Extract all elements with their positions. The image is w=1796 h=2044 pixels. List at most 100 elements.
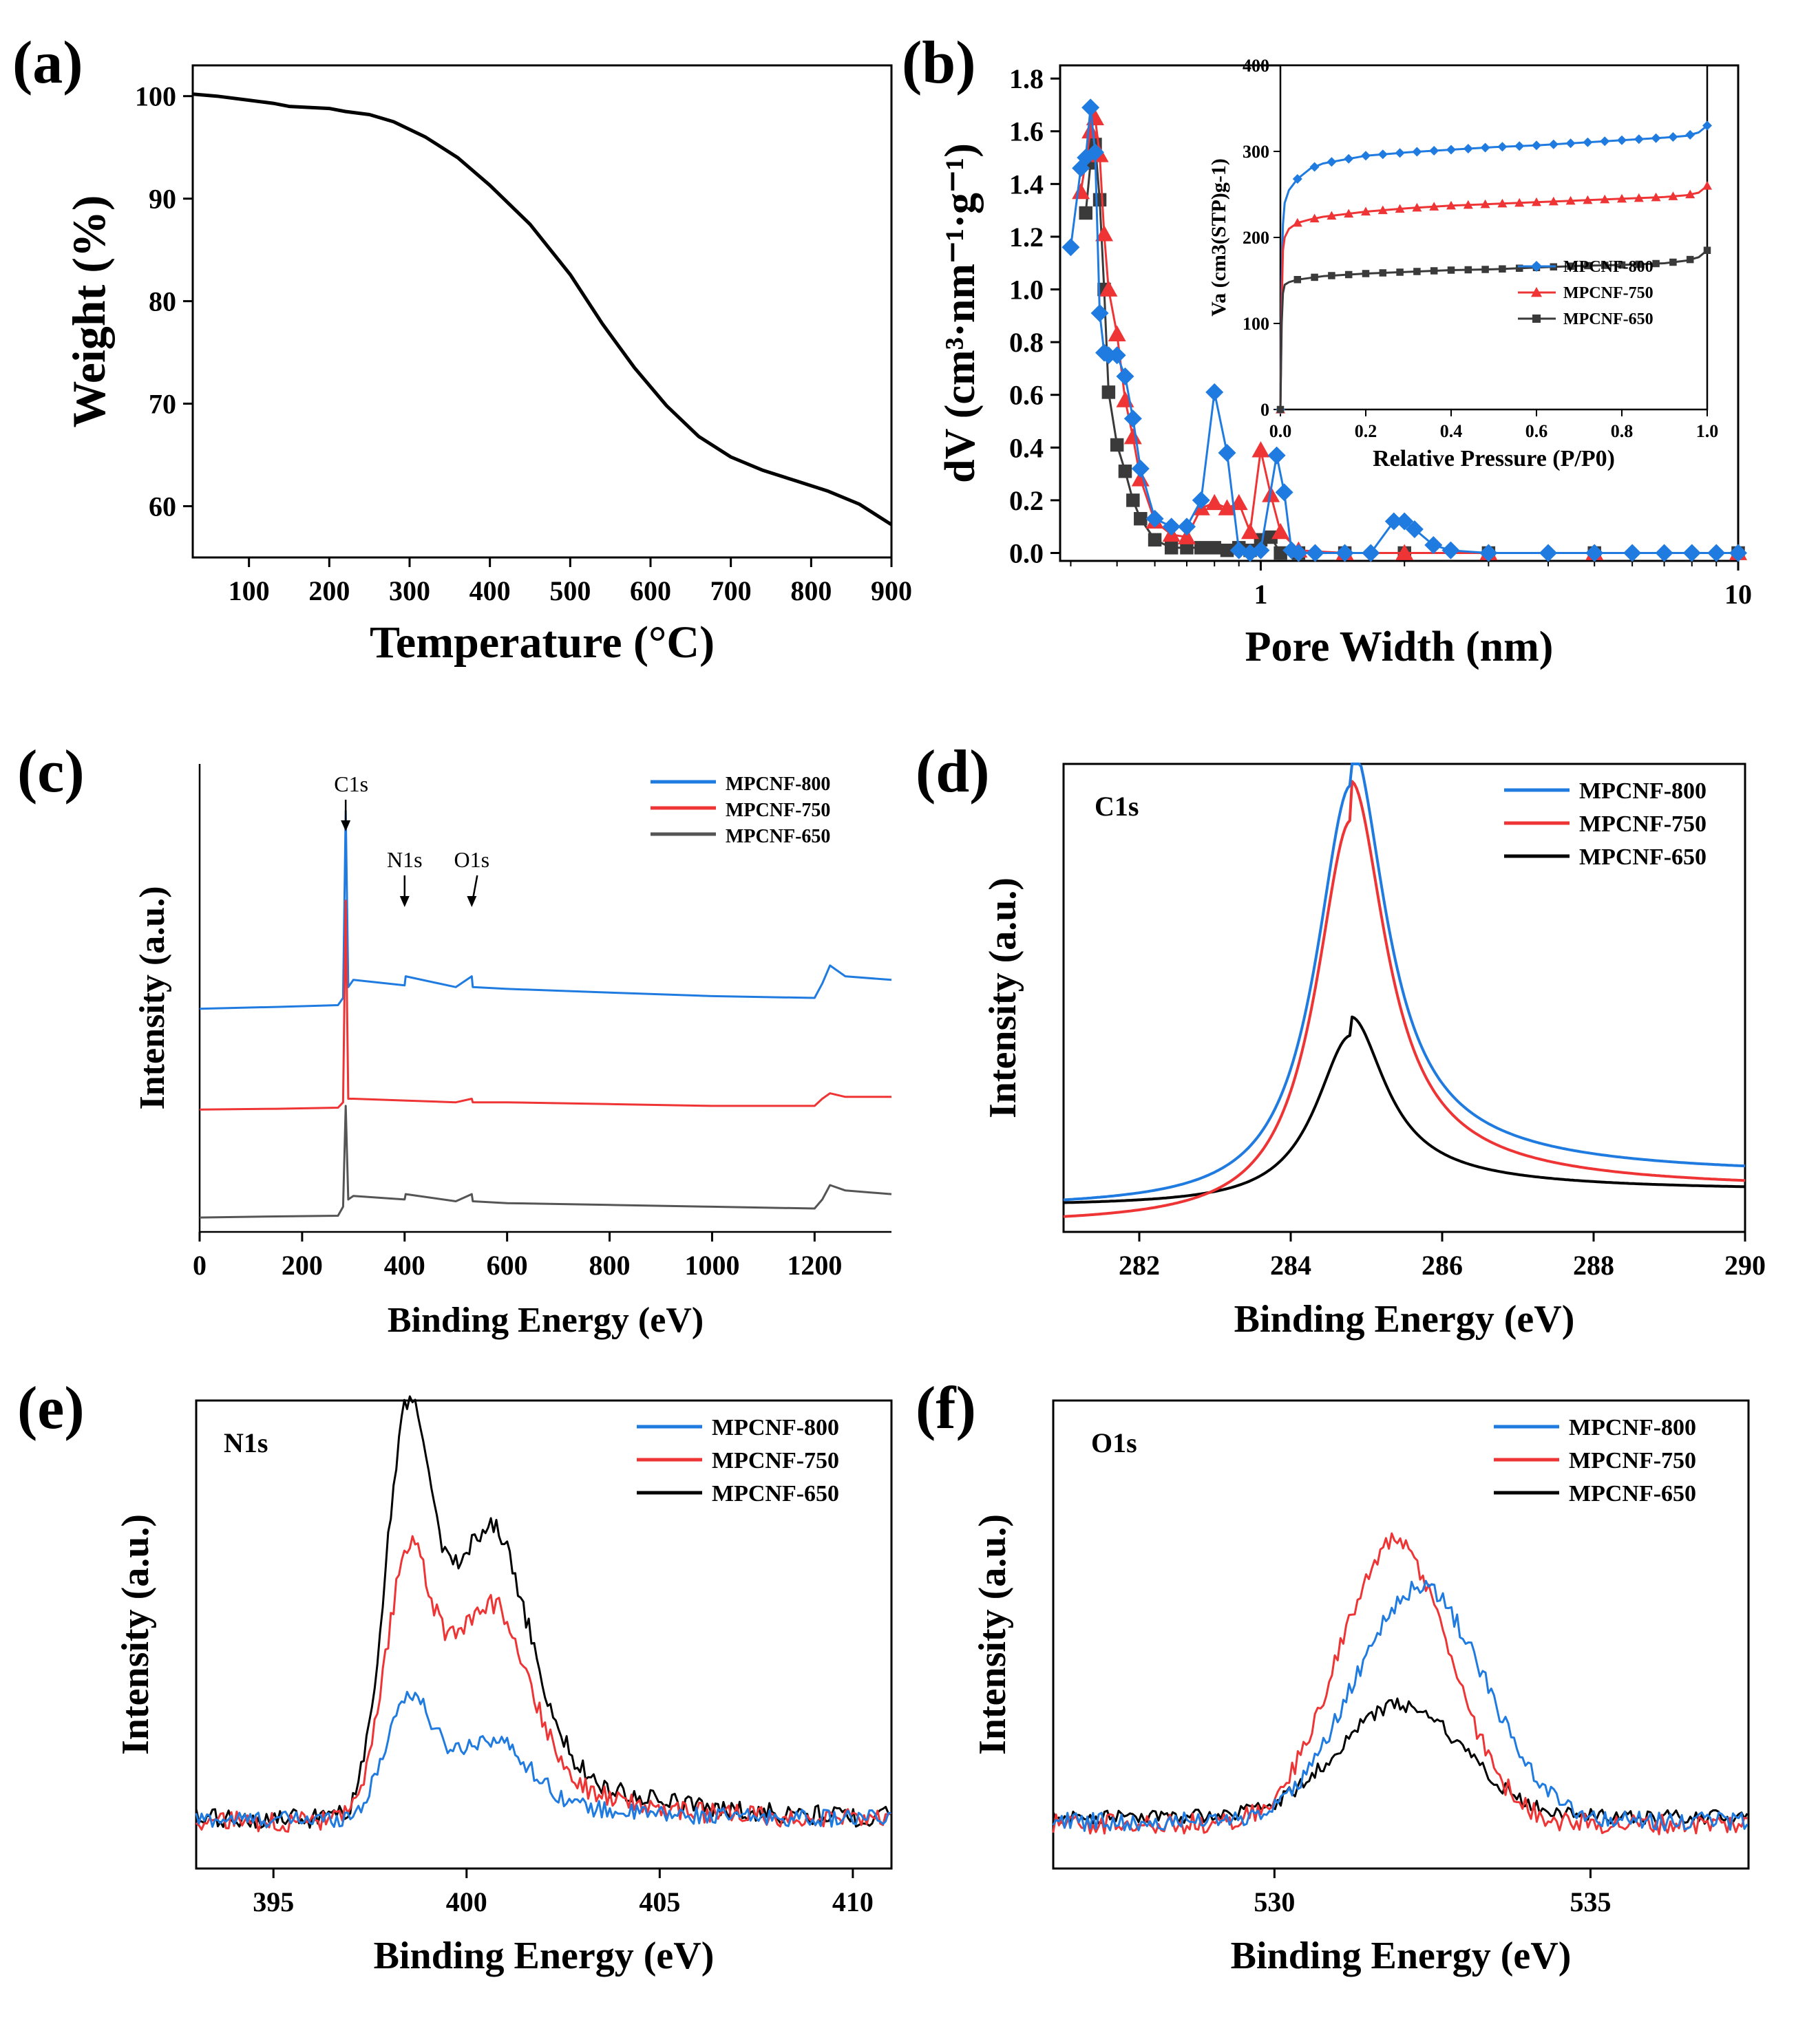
b-point (1344, 209, 1354, 218)
a-x-tick-label: 700 (710, 575, 752, 606)
b-y-tick-label: 0.4 (1009, 432, 1044, 463)
b-point (1548, 139, 1559, 149)
c-x-tick-label: 1200 (787, 1250, 842, 1281)
c-series-mpcnf-750 (199, 899, 891, 1111)
b-point (1430, 267, 1438, 275)
b-point (1682, 544, 1701, 562)
f-legend-entry: MPCNF-750 (1569, 1448, 1696, 1473)
e-x-tick-label: 395 (253, 1886, 294, 1917)
b-point (1497, 198, 1508, 208)
b-point (1446, 200, 1456, 210)
b-point (1126, 493, 1140, 507)
c-series-mpcnf-650 (199, 1105, 892, 1219)
b-x-axis-title: Pore Width (nm) (1245, 624, 1554, 670)
panel-label-f: (f) (916, 1375, 976, 1442)
b-point (1384, 512, 1403, 531)
b-inset: 0.0 0.2 0.4 0.6 0.8 1.0 0 100 200 300 400 MPCNF-800… (1207, 56, 1718, 471)
b-inset-legend-entry: MPCNF-800 (1563, 258, 1654, 276)
b-point (1086, 143, 1104, 162)
b-point (1412, 147, 1422, 157)
b-point (1634, 193, 1644, 202)
b-y-tick-label: 1.2 (1009, 222, 1044, 253)
chart-d: 282 284 286 288 290 C1s MPCNF-800 MPCNF-750 MPCN… (982, 763, 1766, 1341)
b-x-tick-label: 10 (1724, 579, 1752, 610)
a-x-tick-label: 500 (549, 575, 591, 606)
c-annotation-o1s: O1s (454, 847, 490, 872)
b-point (1362, 270, 1370, 277)
b-point (1481, 266, 1489, 273)
b-point (1703, 246, 1711, 254)
b-point (1123, 428, 1142, 445)
chart-e: 395 400 405 410 N1s MPCNF-800 MPCNF-750 MPCNF-6… (114, 1395, 893, 1977)
b-point (1086, 109, 1104, 125)
d-y-axis-title: Intensity (a.u.) (982, 877, 1024, 1118)
b-point (1548, 196, 1559, 206)
b-point (1567, 262, 1574, 270)
c-legend-entry: MPCNF-750 (726, 800, 830, 821)
b-y-tick-label: 0.2 (1009, 485, 1044, 516)
b-inset-y-tick-label: 100 (1243, 314, 1269, 334)
b-point (1463, 200, 1473, 209)
f-series-mpcnf-800 (1052, 1579, 1749, 1832)
e-y-axis-title: Intensity (a.u.) (114, 1514, 157, 1755)
e-series-mpcnf-750 (196, 1535, 892, 1833)
b-inset-x-tick-label: 0.6 (1525, 421, 1548, 441)
b-y-axis-title: dV (cm³·nm⁻¹·g⁻¹) (937, 143, 984, 483)
c-annotation-c1s: C1s (334, 771, 368, 796)
c-x-tick-label: 800 (589, 1250, 631, 1281)
b-point (1395, 512, 1414, 531)
d-legend-entry: MPCNF-800 (1579, 778, 1707, 804)
d-series-mpcnf-800 (1063, 763, 1746, 1202)
b-point (1497, 142, 1508, 152)
b-point (1583, 137, 1593, 147)
b-point (1583, 195, 1593, 204)
c-annotation-n1s: N1s (387, 847, 423, 872)
f-x-tick-label: 530 (1254, 1886, 1295, 1917)
b-point (1707, 544, 1726, 562)
e-x-axis-title: Binding Energy (eV) (374, 1935, 715, 1977)
b-inset-y-axis-title: Va (cm3(STP)g-1) (1207, 158, 1230, 317)
c-legend-entry: MPCNF-650 (726, 826, 830, 847)
b-point (1178, 528, 1196, 544)
b-point (1292, 217, 1302, 227)
b-point (1634, 134, 1644, 145)
b-point (1101, 385, 1116, 399)
b-inset-line (1279, 249, 1708, 410)
chart-a: 100 200 300 400 500 600 700 800 900 60 70 80 90 100 Te… (63, 64, 912, 668)
c-legend-entry: MPCNF-800 (726, 774, 830, 795)
b-point (1395, 204, 1405, 213)
b-inset-legend-entry: MPCNF-650 (1563, 310, 1654, 328)
b-point (1079, 206, 1092, 220)
panel-label-c: (c) (17, 738, 85, 805)
b-point (1240, 522, 1259, 540)
b-point (1131, 459, 1150, 478)
b-point (1220, 543, 1234, 557)
b-point (1218, 443, 1236, 462)
chart-f: 530 535 O1s MPCNF-800 MPCNF-750 MPCNF-650 Bind… (971, 1399, 1750, 1977)
d-x-tick-label: 290 (1724, 1250, 1766, 1281)
b-x-tick-label: 1 (1254, 579, 1267, 610)
b-point (1379, 269, 1387, 277)
e-series-mpcnf-800 (195, 1690, 891, 1829)
b-point (1194, 541, 1208, 555)
b-point (1600, 194, 1610, 204)
b-point (1532, 315, 1541, 323)
c-series-mpcnf-800 (199, 809, 892, 1010)
b-point (1668, 132, 1678, 142)
b-point (1267, 446, 1286, 465)
b-point (1145, 509, 1164, 528)
b-point (1395, 148, 1405, 158)
b-point (1118, 465, 1132, 478)
b-point (1108, 325, 1126, 342)
e-legend-entry: MPCNF-750 (712, 1448, 839, 1473)
d-legend-entry: MPCNF-650 (1579, 844, 1707, 870)
b-point (1499, 265, 1506, 273)
b-point (1099, 280, 1118, 297)
b-point (1429, 146, 1439, 156)
b-point (1539, 544, 1558, 562)
d-legend-entry: MPCNF-750 (1579, 811, 1707, 837)
panel-label-b: (b) (902, 30, 976, 96)
a-y-tick-label: 70 (149, 389, 176, 420)
b-point (1271, 522, 1290, 540)
d-plot-frame (1062, 763, 1746, 1233)
